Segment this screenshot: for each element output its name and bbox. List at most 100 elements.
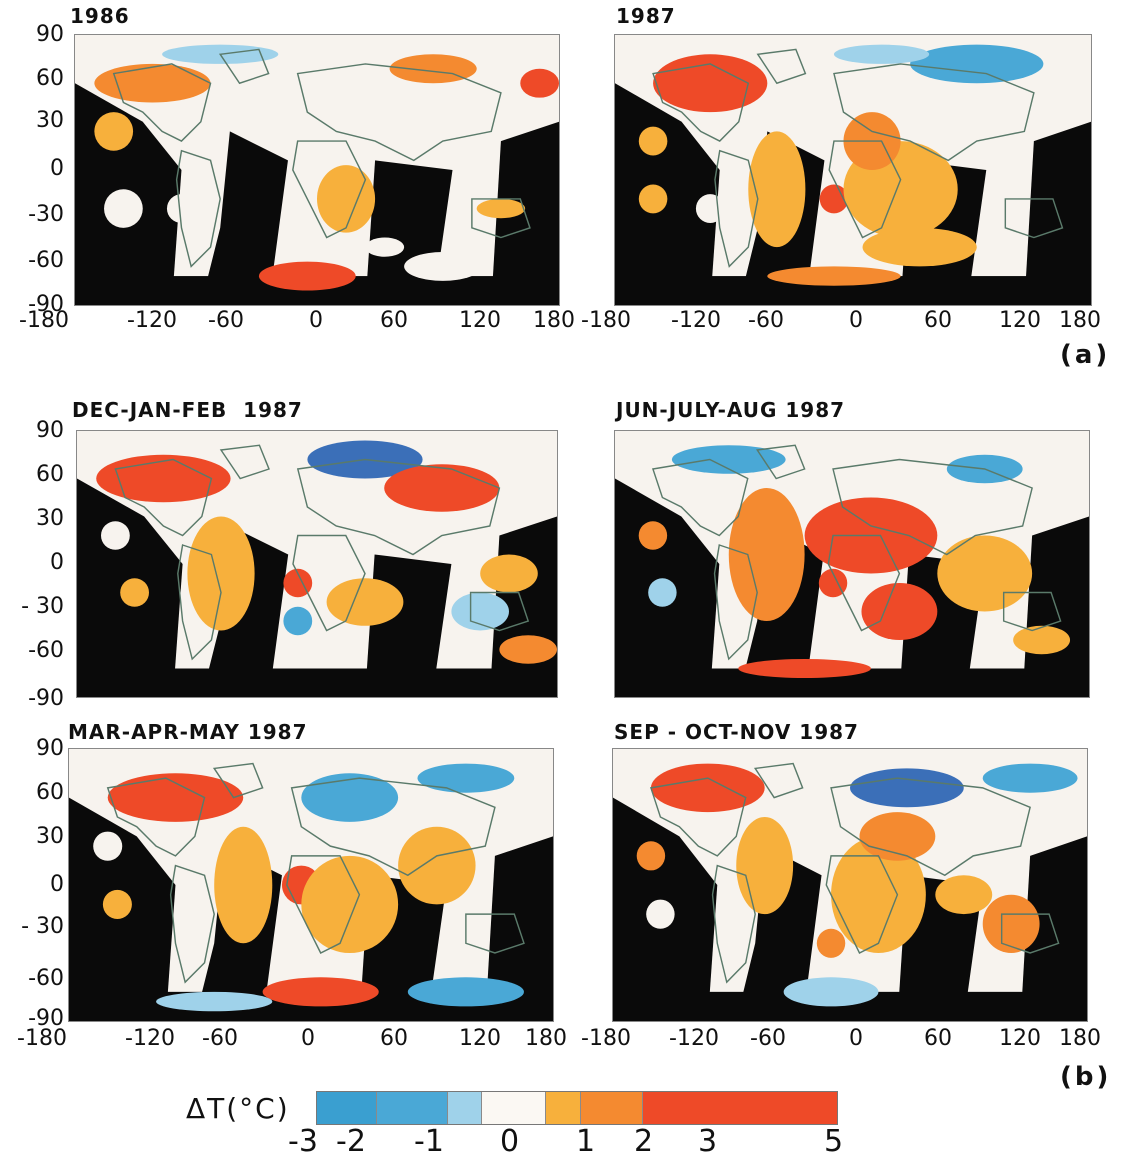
coastline — [1002, 591, 1062, 632]
tick-label: -60 — [28, 638, 64, 663]
anomaly-region — [671, 445, 786, 474]
tick-label: 120 — [459, 308, 501, 333]
legend-swatch — [580, 1092, 644, 1124]
anomaly-region — [187, 516, 255, 631]
anomaly-region — [101, 521, 130, 550]
map-graphic — [69, 749, 553, 1021]
anomaly-region — [520, 68, 559, 98]
tick-label: 180 — [1059, 308, 1101, 333]
coastline — [471, 198, 531, 239]
tick-label: 60 — [924, 308, 952, 333]
coastline — [649, 777, 747, 857]
tick-label: 0 — [50, 872, 64, 897]
anomaly-region — [258, 261, 356, 291]
tick-label: 180 — [525, 1026, 567, 1051]
anomaly-region — [365, 237, 405, 257]
tick-label: 0 — [849, 1026, 863, 1051]
anomaly-region — [862, 227, 977, 267]
anomaly-region — [982, 763, 1078, 793]
tick-label: -120 — [671, 308, 721, 333]
legend-swatch — [317, 1092, 378, 1124]
anomaly-region — [499, 635, 557, 664]
anomaly-region — [326, 578, 404, 626]
map-panel-jja — [614, 430, 1090, 698]
tick-label: 30 — [36, 506, 64, 531]
anomaly-region — [736, 817, 794, 915]
anomaly-region — [476, 198, 526, 219]
anomaly-region — [120, 578, 149, 607]
anomaly-region — [77, 668, 557, 697]
tick-label: - 30 — [21, 594, 64, 619]
tick-label: -60 — [208, 308, 244, 333]
legend-tick-label: 5 — [824, 1124, 844, 1159]
anomaly-region — [728, 488, 805, 621]
anomaly-region — [833, 44, 930, 64]
coastline — [753, 762, 804, 799]
panel-title-djf: DEC-JAN-FEB 1987 — [72, 398, 303, 422]
coastline — [290, 777, 496, 877]
tick-label: 30 — [36, 108, 64, 133]
anomaly-region — [650, 763, 765, 813]
tick-label: 90 — [36, 418, 64, 443]
coastline — [292, 534, 366, 632]
coastline — [296, 458, 501, 556]
tick-label: 120 — [999, 1026, 1041, 1051]
coastline — [828, 140, 902, 239]
panel-title-1987: 1987 — [616, 4, 676, 28]
tick-label: -120 — [669, 1026, 719, 1051]
anomaly-region — [102, 889, 132, 919]
anomaly-region — [214, 826, 273, 944]
panel-title-son: SEP - OCT-NOV 1987 — [614, 720, 859, 744]
anomaly-region — [200, 131, 288, 305]
panel-title-jja: JUN-JULY-AUG 1987 — [616, 398, 846, 422]
tick-label: -60 — [748, 308, 784, 333]
coastline — [830, 777, 1031, 877]
anomaly-region — [301, 773, 399, 822]
legend-swatch — [482, 1092, 547, 1124]
tick-label: 60 — [36, 780, 64, 805]
map-panel-son — [612, 748, 1088, 1022]
panel-title-mam: MAR-APR-MAY 1987 — [68, 720, 308, 744]
coastline — [114, 458, 213, 537]
coastline — [106, 777, 206, 857]
tick-label: 60 — [380, 308, 408, 333]
tick-label: 90 — [36, 22, 64, 47]
anomaly-region — [861, 583, 938, 640]
coastline — [1004, 198, 1064, 239]
tick-label: -180 — [17, 1026, 67, 1051]
tick-label: -60 — [202, 1026, 238, 1051]
map-graphic — [615, 431, 1089, 697]
anomaly-region — [982, 894, 1040, 953]
tick-label: 120 — [999, 308, 1041, 333]
anomaly-region — [646, 899, 675, 929]
tick-label: 60 — [924, 1026, 952, 1051]
legend-tick-label: -2 — [336, 1124, 366, 1159]
legend-tick-label: 3 — [698, 1124, 718, 1159]
anomaly-region — [638, 521, 668, 550]
anomaly-region — [818, 568, 848, 598]
tick-label: 60 — [36, 462, 64, 487]
coastline — [286, 855, 361, 954]
anomaly-region — [283, 568, 313, 598]
panel-label-a: (a) — [1060, 340, 1111, 370]
legend-tick-label: -3 — [288, 1124, 318, 1159]
anomaly-region — [738, 659, 871, 678]
anomaly-region — [638, 184, 668, 214]
anomaly-region — [695, 194, 725, 224]
anomaly-region — [910, 44, 1044, 84]
tick-label: - 30 — [21, 914, 64, 939]
legend-title: ΔT(°C) — [186, 1092, 290, 1125]
anomaly-region — [451, 592, 509, 631]
legend-colorbar — [316, 1091, 838, 1125]
coastline — [833, 63, 1035, 162]
tick-label: 180 — [533, 308, 575, 333]
anomaly-region — [317, 165, 376, 233]
legend-tick-label: 0 — [500, 1124, 520, 1159]
coastline — [832, 458, 1033, 556]
anomaly-region — [653, 54, 768, 113]
anomaly-region — [156, 991, 273, 1012]
anomaly-region — [407, 977, 524, 1007]
coastline — [714, 149, 759, 268]
anomaly-region — [93, 831, 123, 861]
tick-label: -120 — [127, 308, 177, 333]
